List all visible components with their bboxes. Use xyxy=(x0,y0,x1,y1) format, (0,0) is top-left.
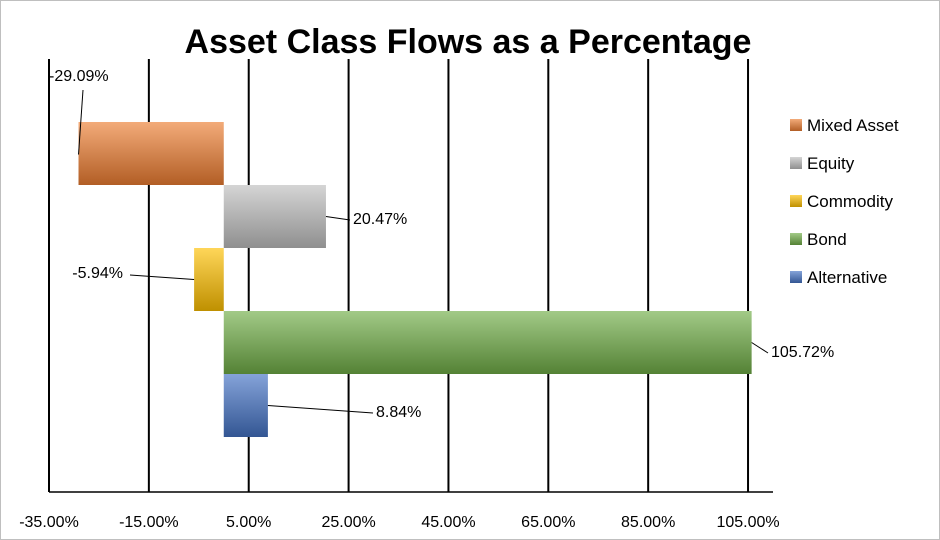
data-label-commodity: -5.94% xyxy=(72,265,123,282)
bar-commodity xyxy=(194,248,224,311)
x-tick-label: 85.00% xyxy=(621,514,675,531)
leader-line xyxy=(267,405,374,414)
data-label-equity: 20.47% xyxy=(353,211,407,228)
legend-label-bond: Bond xyxy=(807,230,847,249)
legend-label-alternative: Alternative xyxy=(807,268,887,287)
data-label-mixed-asset: -29.09% xyxy=(49,68,109,85)
chart-title: Asset Class Flows as a Percentage xyxy=(185,23,752,61)
legend-swatch-mixed-asset xyxy=(790,119,802,131)
x-tick-label: 105.00% xyxy=(716,514,779,531)
data-labels: -29.09% 20.47% -5.94% 105.72% 8.84% xyxy=(49,68,834,421)
data-label-alternative: 8.84% xyxy=(376,404,421,421)
x-tick-label: 45.00% xyxy=(421,514,475,531)
bar-equity xyxy=(223,185,326,248)
legend: Mixed Asset Equity Commodity Bond Alternativ… xyxy=(790,116,899,287)
bar-alternative xyxy=(223,374,268,437)
legend-label-mixed-asset: Mixed Asset xyxy=(807,116,899,135)
x-tick-label: -15.00% xyxy=(119,514,179,531)
legend-swatch-alternative xyxy=(790,271,802,283)
legend-label-commodity: Commodity xyxy=(807,192,893,211)
bar-bond xyxy=(223,311,752,374)
leader-line xyxy=(129,274,195,280)
legend-swatch-bond xyxy=(790,233,802,245)
x-tick-label: 65.00% xyxy=(521,514,575,531)
x-tick-label: 25.00% xyxy=(321,514,375,531)
x-tick-label: -35.00% xyxy=(19,514,79,531)
leader-line xyxy=(325,216,351,221)
x-axis: -35.00% -15.00% 5.00% 25.00% 45.00% 65.00% 85.… xyxy=(19,491,780,531)
legend-label-equity: Equity xyxy=(807,154,855,173)
legend-swatch-equity xyxy=(790,157,802,169)
legend-swatch-commodity xyxy=(790,195,802,207)
leader-line xyxy=(78,89,84,155)
leader-line xyxy=(751,342,769,354)
data-label-bond: 105.72% xyxy=(771,344,834,361)
bars xyxy=(78,122,752,437)
x-tick-label: 5.00% xyxy=(226,514,271,531)
bar-mixed-asset xyxy=(78,122,224,185)
